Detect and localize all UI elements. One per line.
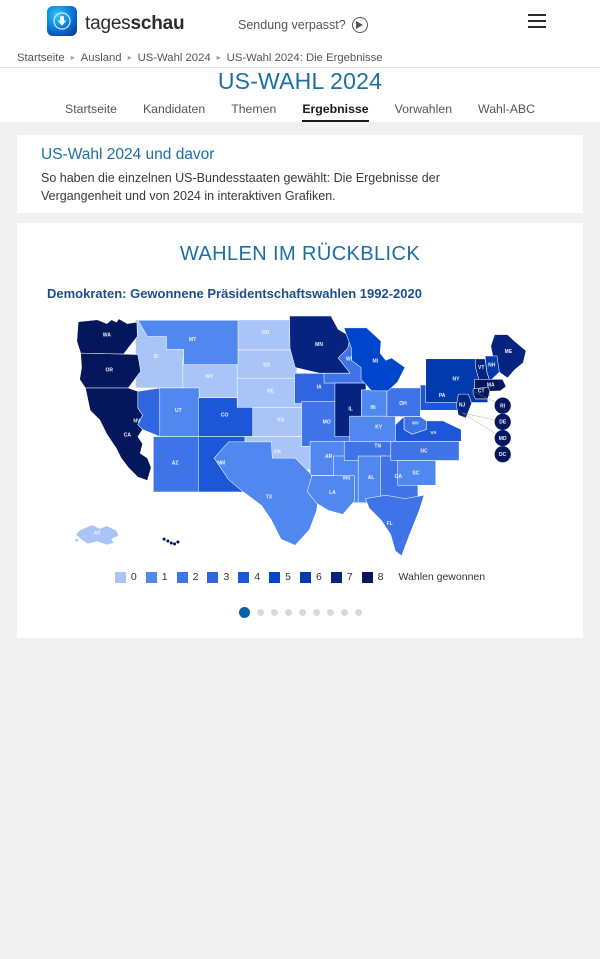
svg-text:CT: CT	[478, 389, 485, 395]
svg-text:NH: NH	[488, 363, 496, 369]
svg-text:NE: NE	[267, 389, 275, 395]
svg-text:ID: ID	[153, 354, 158, 360]
svg-text:IA: IA	[317, 384, 322, 390]
svg-text:NC: NC	[420, 448, 428, 454]
svg-text:OK: OK	[274, 449, 282, 455]
svg-text:NJ: NJ	[459, 403, 466, 409]
svg-text:DE: DE	[499, 420, 507, 426]
svg-text:NY: NY	[452, 376, 460, 382]
svg-text:MI: MI	[373, 359, 379, 365]
svg-text:AZ: AZ	[172, 460, 179, 466]
svg-text:WI: WI	[346, 356, 353, 362]
svg-text:CO: CO	[221, 413, 229, 419]
svg-text:MA: MA	[487, 383, 495, 389]
svg-text:TN: TN	[374, 444, 381, 450]
svg-text:HI: HI	[171, 538, 177, 544]
svg-text:IL: IL	[348, 406, 352, 412]
svg-text:MS: MS	[343, 476, 351, 482]
svg-text:VT: VT	[478, 365, 484, 371]
svg-text:SD: SD	[263, 363, 270, 369]
svg-text:WA: WA	[103, 332, 111, 338]
svg-text:OH: OH	[399, 401, 407, 407]
svg-text:AR: AR	[325, 454, 333, 460]
svg-text:NM: NM	[217, 460, 225, 466]
svg-text:GA: GA	[394, 474, 402, 480]
svg-text:MO: MO	[323, 420, 331, 426]
svg-text:ME: ME	[505, 349, 513, 355]
svg-text:SC: SC	[412, 470, 419, 476]
svg-text:WY: WY	[205, 374, 214, 380]
svg-text:RI: RI	[500, 404, 506, 410]
svg-text:CA: CA	[124, 433, 132, 439]
svg-text:MD: MD	[499, 436, 507, 442]
svg-text:DC: DC	[499, 452, 507, 458]
svg-text:WV: WV	[412, 421, 419, 426]
svg-text:LA: LA	[329, 490, 336, 496]
svg-text:TX: TX	[266, 495, 273, 501]
svg-text:AK: AK	[94, 530, 102, 536]
svg-text:FL: FL	[387, 521, 393, 527]
svg-text:KY: KY	[375, 425, 383, 431]
svg-text:MT: MT	[189, 337, 196, 343]
svg-text:MN: MN	[315, 342, 323, 348]
svg-text:KS: KS	[277, 417, 285, 423]
svg-text:AL: AL	[368, 475, 375, 481]
svg-text:OR: OR	[105, 367, 113, 373]
svg-text:PA: PA	[439, 393, 446, 399]
svg-text:ND: ND	[262, 330, 270, 336]
svg-text:UT: UT	[175, 408, 182, 414]
svg-text:VA: VA	[430, 430, 437, 436]
svg-text:NV: NV	[133, 418, 141, 424]
svg-text:IN: IN	[370, 405, 375, 411]
